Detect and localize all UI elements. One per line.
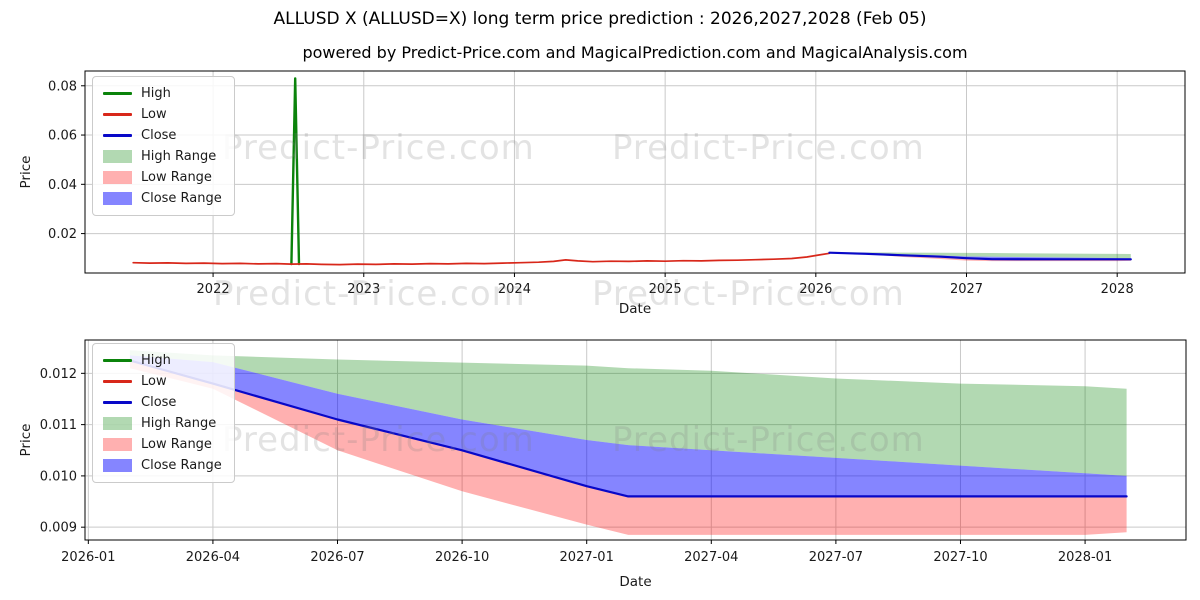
legend-label: Close Range — [141, 458, 222, 473]
y-axis-label: Price — [18, 156, 34, 189]
y-tick-label: 0.06 — [48, 129, 77, 144]
y-tick-label: 0.04 — [48, 178, 77, 193]
legend-item-high: High — [103, 350, 222, 371]
y-axis-label: Price — [18, 424, 34, 457]
chart-subtitle: powered by Predict-Price.com and Magical… — [302, 43, 968, 62]
y-tick-label: 0.08 — [48, 79, 77, 94]
legend-item-low: Low — [103, 371, 222, 392]
legend-item-high-range: High Range — [103, 146, 222, 167]
legend-label: Close — [141, 128, 177, 143]
legend-item-close: Close — [103, 392, 222, 413]
x-axis-label: Date — [619, 574, 651, 590]
y-tick-label: 0.012 — [40, 367, 77, 382]
x-tick-label: 2026-04 — [186, 550, 240, 565]
legend-label: Low Range — [141, 170, 212, 185]
legend-item-close: Close — [103, 125, 222, 146]
legend-label: Close Range — [141, 191, 222, 206]
x-tick-label: 2026 — [799, 282, 832, 297]
x-tick-label: 2026-10 — [435, 550, 489, 565]
close-line — [828, 251, 1132, 261]
forecast-legend: High Low Close High Range Low Range Close Ran… — [92, 343, 235, 483]
chart-title: ALLUSD X (ALLUSD=X) long term price pred… — [273, 9, 927, 29]
legend-patch-swatch — [103, 150, 132, 163]
legend-patch-swatch — [103, 459, 132, 472]
y-tick-label: 0.02 — [48, 227, 77, 242]
low-line — [132, 252, 831, 266]
legend-item-high: High — [103, 83, 222, 104]
high-range-band — [829, 252, 1131, 259]
legend-line-swatch — [103, 92, 132, 95]
low-range-band — [129, 360, 1127, 535]
legend-label: Low — [141, 374, 167, 389]
legend-item-low: Low — [103, 104, 222, 125]
legend-label: High — [141, 86, 171, 101]
x-tick-label: 2027 — [950, 282, 983, 297]
legend-item-close-range: Close Range — [103, 188, 222, 209]
x-axis-label: Date — [619, 301, 651, 317]
legend-label: High Range — [141, 149, 217, 164]
forecast-chart: 2026-01 2026-04 2026-07 2026-10 2027-01 2027-… — [18, 339, 1187, 590]
x-tick-label: 2028 — [1101, 282, 1134, 297]
legend-item-close-range: Close Range — [103, 455, 222, 476]
x-tick-label: 2025 — [649, 282, 682, 297]
y-tick-label: 0.010 — [40, 469, 77, 484]
overview-chart: 2022 2023 2024 2025 2026 2027 2028 0.02 0.04 0.06… — [18, 70, 1186, 317]
x-tick-label: 2026-01 — [61, 550, 115, 565]
x-tick-label: 2027-01 — [560, 550, 614, 565]
legend-patch-swatch — [103, 417, 132, 430]
legend-line-swatch — [103, 113, 132, 116]
high-range-band — [129, 350, 1127, 476]
legend-patch-swatch — [103, 192, 132, 205]
legend-line-swatch — [103, 401, 132, 404]
legend-line-swatch — [103, 359, 132, 362]
legend-line-swatch — [103, 134, 132, 137]
legend-patch-swatch — [103, 171, 132, 184]
legend-item-low-range: Low Range — [103, 167, 222, 188]
legend-label: Low Range — [141, 437, 212, 452]
x-tick-label: 2028-01 — [1058, 550, 1112, 565]
overview-legend: High Low Close High Range Low Range Close Ran… — [92, 76, 235, 216]
legend-label: Close — [141, 395, 177, 410]
y-tick-label: 0.011 — [40, 418, 77, 433]
close-line — [128, 359, 1128, 498]
x-tick-label: 2024 — [498, 282, 531, 297]
x-tick-label: 2026-07 — [310, 550, 364, 565]
legend-label: High — [141, 353, 171, 368]
high-line — [290, 77, 301, 266]
x-tick-label: 2027-10 — [933, 550, 987, 565]
legend-label: Low — [141, 107, 167, 122]
legend-line-swatch — [103, 380, 132, 383]
x-tick-label: 2027-07 — [809, 550, 863, 565]
plot-border — [84, 339, 1187, 541]
legend-item-high-range: High Range — [103, 413, 222, 434]
close-range-band — [129, 355, 1127, 497]
close-range-band — [829, 252, 1131, 260]
plot-border — [84, 70, 1186, 274]
legend-label: High Range — [141, 416, 217, 431]
legend-patch-swatch — [103, 438, 132, 451]
x-tick-label: 2023 — [347, 282, 380, 297]
x-tick-label: 2027-04 — [684, 550, 738, 565]
legend-item-low-range: Low Range — [103, 434, 222, 455]
y-tick-label: 0.009 — [40, 521, 77, 536]
x-tick-label: 2022 — [197, 282, 230, 297]
